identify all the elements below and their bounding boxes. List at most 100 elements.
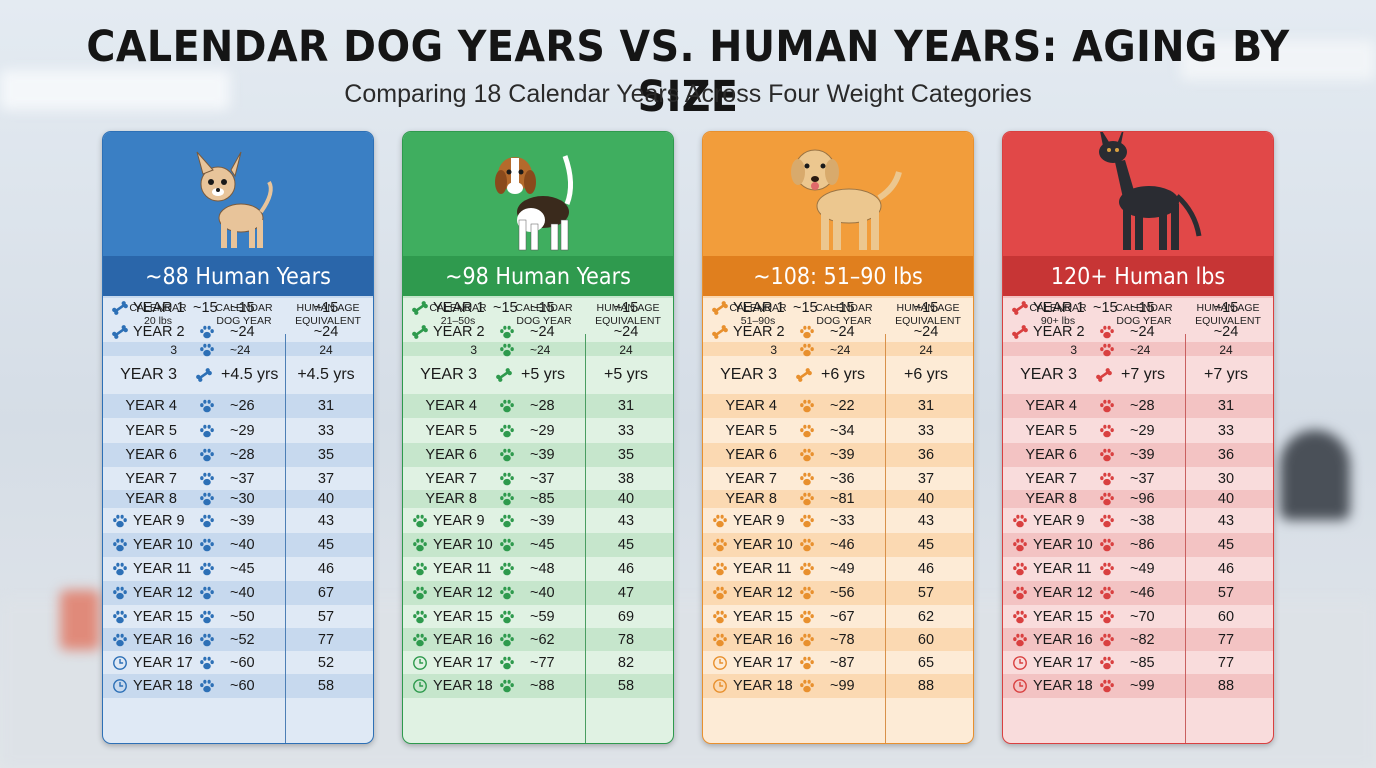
column-divider (885, 334, 886, 743)
year-label: YEAR 10 (433, 537, 493, 553)
human-age-value: 35 (617, 447, 635, 463)
table-row: YEAR 7 ~37 30 (1003, 468, 1273, 490)
human-age-value: 30 (1217, 471, 1235, 487)
table-row: YEAR 17 ~60 52 (103, 651, 373, 675)
dog-year-value: ~40 (530, 585, 555, 601)
bone-icon (711, 324, 729, 340)
table-row: YEAR 8 ~85 40 (403, 490, 673, 508)
paw-icon (1011, 585, 1029, 601)
table-row: YEAR 10 ~86 45 (1003, 533, 1273, 557)
table-row: YEAR 18 ~99 88 (1003, 674, 1273, 698)
row-stripe (103, 342, 373, 358)
year-label: YEAR 9 (1033, 513, 1085, 529)
table-row: YEAR 4 ~22 31 (703, 394, 973, 418)
human-age-value: 33 (917, 423, 935, 439)
paw-icon (1011, 513, 1029, 529)
year-label: YEAR 6 (425, 447, 477, 463)
dog-year-value: ~24 (230, 343, 251, 357)
paw-icon (198, 632, 216, 648)
paw-icon (798, 561, 816, 577)
paw-icon (498, 585, 516, 601)
column-header-h1: CALENDAR 51–90s (729, 302, 787, 327)
year-label: 3 (770, 343, 777, 357)
dog-year-value: ~82 (1130, 632, 1155, 648)
background-bottle (60, 590, 100, 650)
column-header-h1: CALENDAR 21–50s (429, 302, 487, 327)
paw-icon (198, 324, 216, 340)
clock-icon (111, 678, 129, 694)
dog-year-value: ~67 (830, 609, 855, 625)
dog-year-value: ~26 (230, 398, 255, 414)
dog-year-value: +7 yrs (1121, 366, 1166, 383)
row-stripe (1003, 356, 1273, 394)
year-label: YEAR 11 (433, 561, 492, 577)
row-stripe (403, 651, 673, 675)
column-header-h3: HUMAN AGE EQUIVALENT (1195, 302, 1261, 327)
table-row: YEAR 5 ~29 33 (103, 419, 373, 443)
dog-year-value: ~45 (230, 561, 255, 577)
row-stripe (403, 394, 673, 418)
human-age-value: 45 (1217, 537, 1235, 553)
paw-icon (711, 561, 729, 577)
paw-icon (1098, 342, 1116, 358)
bone-icon (111, 300, 129, 316)
year-label: YEAR 7 (1025, 471, 1077, 487)
dog-year-value: ~59 (530, 609, 555, 625)
row-stripe (403, 674, 673, 698)
human-age-value: 24 (619, 343, 633, 357)
column-header-h3: HUMAN AGE EQUIVALENT (595, 302, 661, 327)
table-header: CALENDAR 20 lbs CALENDAR DOG YEAR HUMAN AG… (103, 298, 373, 334)
table-row: YEAR 1 ~15 ~15 ~15 (103, 296, 373, 320)
dog-year-value: ~49 (830, 561, 855, 577)
paw-icon (798, 491, 816, 507)
year-label: YEAR 8 (725, 491, 777, 507)
dog-year-value: ~29 (230, 423, 255, 439)
dog-year-value: ~46 (830, 537, 855, 553)
paw-icon (498, 342, 516, 358)
bone-icon (111, 324, 129, 340)
table-row: YEAR 17 ~85 77 (1003, 651, 1273, 675)
paw-icon (1098, 537, 1116, 553)
paw-icon (798, 324, 816, 340)
row-stripe (103, 468, 373, 490)
human-age-value: 77 (1217, 632, 1235, 648)
panel-giant: 120+ Human lbs CALENDAR 90+ lbs CALENDAR D… (1002, 131, 1274, 744)
year-label: YEAR 5 (425, 423, 477, 439)
clock-icon (1011, 678, 1029, 694)
paw-icon (111, 609, 129, 625)
row-stripe (703, 443, 973, 467)
year-label: YEAR 6 (725, 447, 777, 463)
paw-icon (498, 491, 516, 507)
panel-large: ~108: 51–90 lbs CALENDAR 51–90s CALENDAR D… (702, 131, 974, 744)
year-label: YEAR 7 (125, 471, 177, 487)
table-row: YEAR 2 ~24 ~24 (403, 320, 673, 344)
human-age-value: 60 (917, 632, 935, 648)
paw-icon (1098, 324, 1116, 340)
row-stripe (403, 342, 673, 358)
year-label: YEAR 15 (733, 609, 793, 625)
year-label: YEAR 17 (733, 655, 793, 671)
human-age-value: 46 (917, 561, 935, 577)
column-divider (585, 334, 586, 743)
paw-icon (1098, 513, 1116, 529)
column-divider (1185, 334, 1186, 743)
human-age-value: 35 (317, 447, 335, 463)
paw-icon (798, 609, 816, 625)
paw-icon (411, 609, 429, 625)
human-age-value: 88 (917, 678, 935, 694)
table-row: YEAR 1 ~15 ~15 ~15 (703, 296, 973, 320)
page-subtitle: Comparing 18 Calendar Years Across Four … (344, 80, 1032, 108)
human-age-value: 37 (317, 471, 335, 487)
dog-year-value: ~24 (1130, 343, 1151, 357)
dog-year-value: ~50 (230, 609, 255, 625)
row-stripe (703, 394, 973, 418)
dog-year-value: ~39 (1130, 447, 1155, 463)
year-label: YEAR 5 (725, 423, 777, 439)
row-stripe (103, 533, 373, 557)
year-label: YEAR 17 (133, 655, 193, 671)
human-age-value: 40 (1217, 491, 1235, 507)
human-age-value: 43 (917, 513, 935, 529)
human-age-value: +6 yrs (903, 366, 948, 383)
paw-icon (1011, 537, 1029, 553)
row-stripe (703, 509, 973, 533)
